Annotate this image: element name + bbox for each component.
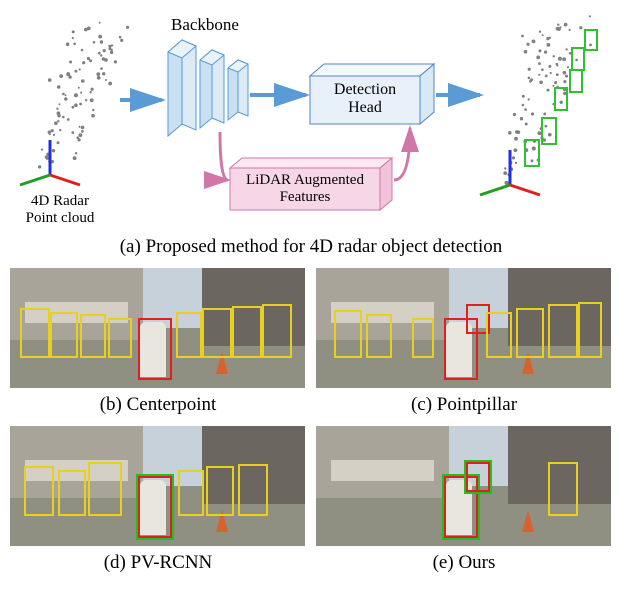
bbox-false_pos	[578, 302, 602, 358]
bbox-false_pos	[516, 308, 544, 358]
bbox-gt	[138, 318, 172, 380]
arrow-lidar-dethead	[394, 128, 410, 180]
bbox-false_pos	[486, 312, 512, 358]
bbox-false_pos	[24, 466, 54, 516]
diagram-panel-a: 4D Radar Point cloud Backbone	[10, 10, 610, 230]
bbox-false_pos	[206, 466, 234, 516]
bbox-false_pos	[548, 462, 578, 516]
panel-d: (d) PV-RCNN	[10, 426, 306, 584]
bbox-false_pos	[80, 314, 106, 358]
lidar-aug-block: LiDAR Augmented Features	[230, 158, 392, 210]
caption-d: (d) PV-RCNN	[10, 552, 306, 574]
detection-head-block: Detection Head	[310, 64, 434, 124]
input-label-line1: 4D Radar	[31, 193, 89, 209]
image-e	[316, 426, 611, 546]
lidar-aug-label-l1: LiDAR Augmented	[246, 172, 364, 188]
bbox-false_pos	[366, 314, 392, 358]
axis-y	[20, 175, 50, 185]
bbox-true_pos	[136, 474, 174, 540]
caption-b: (b) Centerpoint	[10, 394, 306, 416]
panel-b: (b) Centerpoint	[10, 268, 306, 426]
output-detections	[525, 30, 597, 166]
bbox-false_pos	[232, 306, 262, 358]
caption-a: (a) Proposed method for 4D radar object …	[10, 236, 612, 258]
bbox-false_pos	[238, 464, 268, 516]
bbox-false_pos	[50, 312, 78, 358]
axis-x	[50, 175, 80, 185]
bbox-false_pos	[178, 470, 204, 516]
row-bc: (b) Centerpoint (c) Pointpillar	[10, 268, 612, 426]
detection-head-label-l1: Detection	[334, 81, 396, 98]
arrow-backbone-lidar	[220, 132, 228, 180]
output-pointcloud	[480, 15, 597, 195]
diagram-svg: 4D Radar Point cloud Backbone	[10, 10, 610, 230]
bbox-false_pos	[262, 304, 292, 358]
image-d	[10, 426, 305, 546]
image-b	[10, 268, 305, 388]
backbone-label: Backbone	[171, 15, 239, 34]
image-c	[316, 268, 611, 388]
bbox-true_pos	[464, 460, 492, 494]
bbox-false_pos	[20, 308, 50, 358]
row-de: (d) PV-RCNN (e) Ours	[10, 426, 612, 584]
bbox-false_pos	[334, 310, 362, 358]
figure-container: 4D Radar Point cloud Backbone	[10, 10, 612, 584]
panel-e: (e) Ours	[316, 426, 612, 584]
detection-head-label-l2: Head	[348, 99, 382, 116]
caption-c: (c) Pointpillar	[316, 394, 612, 416]
bbox-false_pos	[412, 318, 434, 358]
bbox-false_pos	[202, 308, 232, 358]
bbox-false_pos	[548, 304, 578, 358]
backbone-block	[168, 40, 248, 136]
input-pointcloud	[20, 22, 129, 185]
bbox-false_pos	[108, 318, 132, 358]
caption-e: (e) Ours	[316, 552, 612, 574]
bbox-false_pos	[176, 312, 202, 358]
bbox-false_pos	[58, 470, 86, 516]
lidar-aug-label-l2: Features	[280, 189, 331, 205]
bbox-false_pos	[88, 462, 122, 516]
input-label-line2: Point cloud	[26, 210, 95, 226]
panel-c: (c) Pointpillar	[316, 268, 612, 426]
